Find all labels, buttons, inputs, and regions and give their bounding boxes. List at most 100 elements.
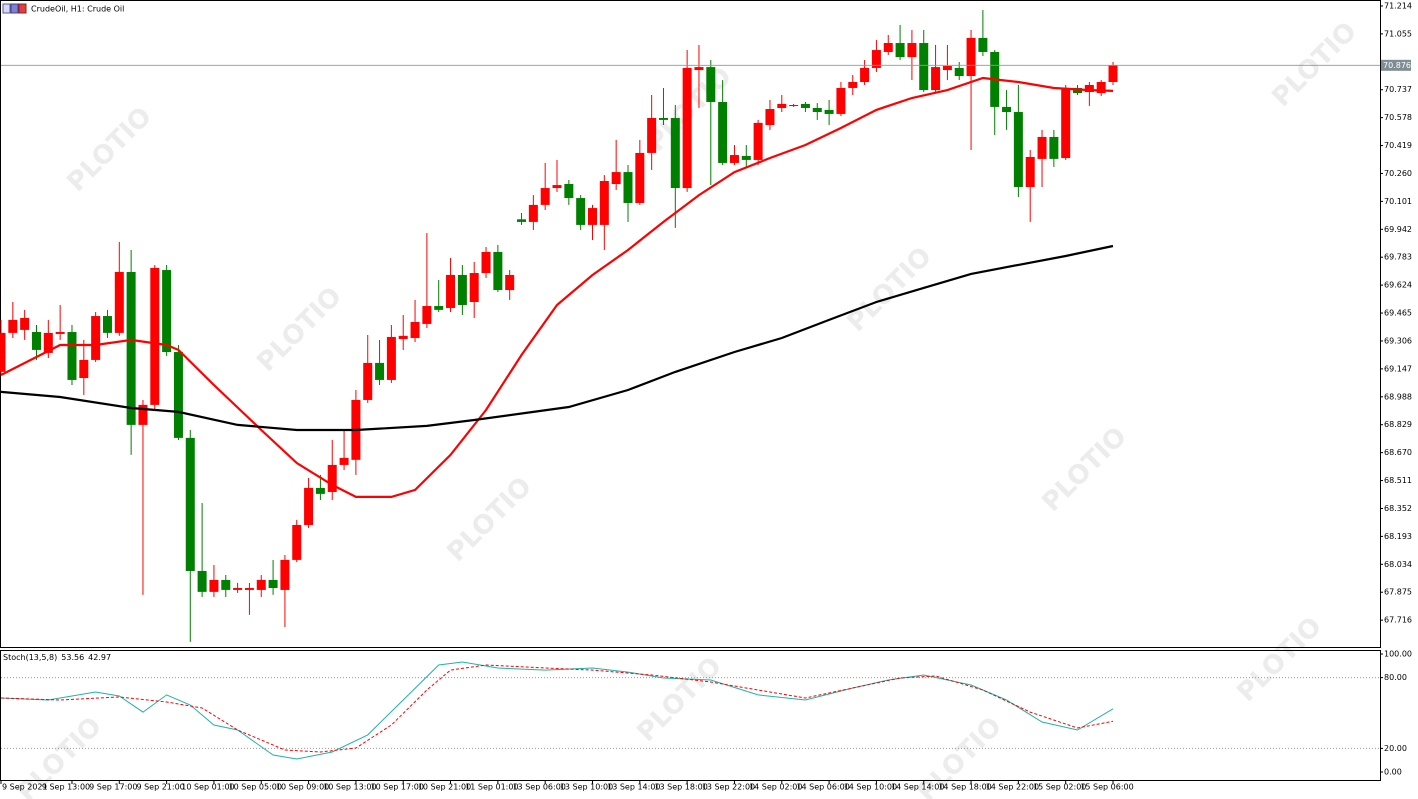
candle-body	[8, 319, 18, 333]
candle-body	[469, 273, 479, 302]
candle-body	[1049, 136, 1059, 159]
y-tick-label: 80.00	[1384, 673, 1407, 682]
candle-body	[410, 322, 420, 338]
candle-body	[173, 352, 183, 438]
last-price-label: 70.876	[1383, 61, 1411, 70]
candle-body	[375, 362, 385, 380]
candle-body	[978, 37, 988, 52]
candle-body	[422, 306, 432, 324]
candle-body	[31, 332, 41, 350]
watermark: PLOTIO	[841, 241, 937, 337]
x-tick-label: 14 Sep 06:00	[796, 783, 849, 792]
candle-body	[777, 103, 787, 108]
candle-body	[386, 336, 396, 380]
y-tick-label: 71.055	[1384, 29, 1412, 38]
candle-body	[280, 559, 290, 590]
x-tick-label: 13 Sep 10:00	[560, 783, 613, 792]
y-tick-label: 70.578	[1384, 113, 1412, 122]
watermark: PLOTIO	[251, 281, 347, 377]
x-tick-label: 10 Sep 21:00	[418, 783, 471, 792]
x-tick-label: 15 Sep 02:00	[1033, 783, 1086, 792]
x-tick-label: 14 Sep 14:00	[891, 783, 944, 792]
candle-body	[1061, 87, 1071, 159]
candle-body	[457, 274, 467, 305]
candle-body	[363, 362, 373, 400]
x-tick-label: 13 Sep 22:00	[702, 783, 755, 792]
candle-body	[635, 152, 645, 203]
candle-body	[599, 181, 609, 225]
watermark: PLOTIO	[61, 101, 157, 197]
candle-body	[339, 457, 349, 465]
last-price-tag	[1381, 59, 1411, 71]
x-tick-label: 14 Sep 02:00	[749, 783, 802, 792]
candle-body	[895, 43, 905, 58]
candle-body	[753, 122, 763, 160]
y-tick-label: 20.00	[1384, 744, 1407, 753]
x-tick-label: 10 Sep 09:00	[276, 783, 329, 792]
candle-body	[1013, 112, 1023, 187]
title-icon	[2, 3, 27, 14]
watermark: PLOTIO	[1266, 16, 1362, 112]
candle-body	[304, 487, 314, 525]
y-tick-label: 69.783	[1384, 253, 1412, 262]
candle-body	[1002, 106, 1012, 113]
candle-body	[670, 117, 680, 189]
candle-body	[126, 271, 136, 425]
candle-body	[209, 579, 219, 592]
candle-body	[682, 67, 692, 189]
candle-body	[966, 37, 976, 77]
y-tick-label: 68.988	[1384, 392, 1412, 401]
watermark: PLOTIO	[1231, 611, 1327, 707]
candle-body	[481, 251, 491, 274]
candle-body	[517, 219, 527, 222]
x-tick-label: 10 Sep 17:00	[371, 783, 424, 792]
candle-body	[114, 271, 124, 333]
candle-body	[611, 172, 621, 185]
moving-average	[0, 76, 1114, 498]
candle-body	[931, 67, 941, 91]
y-tick-label: 70.260	[1384, 169, 1412, 178]
x-tick-label: 9 Sep 21:00	[136, 783, 184, 792]
candle-body	[434, 306, 444, 310]
y-tick-label: 67.875	[1384, 588, 1412, 597]
indicator-text: 42.97	[88, 653, 111, 662]
candle-body	[741, 155, 751, 160]
y-tick-label: 70.101	[1384, 197, 1412, 206]
candle-body	[315, 487, 325, 494]
candle-body	[233, 588, 243, 590]
x-tick-label: 10 Sep 13:00	[323, 783, 376, 792]
candle-body	[67, 332, 77, 380]
candle-body	[292, 524, 302, 560]
candle-body	[446, 274, 456, 308]
candle-body	[1025, 156, 1035, 187]
indicator-title: Stoch(13,5,8) 53.56 42.97	[3, 653, 111, 662]
stoch-line	[0, 661, 1114, 760]
y-tick-label: 69.306	[1384, 336, 1412, 345]
x-tick-label: 13 Sep 14:00	[607, 783, 660, 792]
candle-body	[0, 332, 6, 372]
candle-body	[647, 117, 657, 153]
candle-body	[836, 87, 846, 114]
candle-body	[79, 359, 89, 379]
candle-body	[528, 204, 538, 222]
y-tick-label: 67.716	[1384, 616, 1412, 625]
y-tick-label: 71.214	[1384, 1, 1412, 10]
candle-body	[162, 270, 172, 353]
stoch-panel	[0, 650, 1381, 781]
x-tick-label: 14 Sep 10:00	[844, 783, 897, 792]
candle-body	[138, 404, 148, 425]
candle-body	[1084, 84, 1094, 93]
y-tick-label: 69.942	[1384, 225, 1412, 234]
y-tick-label: 68.193	[1384, 532, 1412, 541]
candle-body	[1037, 136, 1047, 159]
x-tick-label: 10 Sep 01:00	[181, 783, 234, 792]
candle-body	[197, 570, 207, 592]
candle-body	[1108, 65, 1118, 82]
candle-body	[20, 317, 30, 330]
candle-body	[91, 316, 101, 360]
x-tick-label: 13 Sep 18:00	[654, 783, 707, 792]
candle-body	[812, 107, 822, 113]
candle-body	[942, 66, 952, 71]
y-tick-label: 69.465	[1384, 309, 1412, 318]
